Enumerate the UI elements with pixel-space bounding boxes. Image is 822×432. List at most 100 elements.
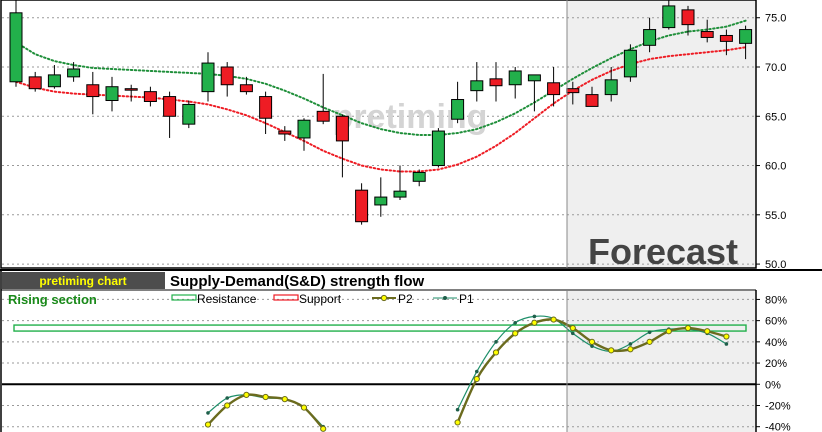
candle — [124, 84, 138, 102]
candle-body — [124, 88, 138, 91]
candle-body — [681, 9, 695, 26]
indicator-series — [13, 314, 747, 432]
legend-label-resistance: Resistance — [197, 292, 257, 306]
indicator-tick-label: 60% — [765, 316, 787, 328]
candle — [527, 74, 541, 112]
p2-point — [646, 338, 653, 345]
candle-body — [508, 70, 522, 86]
p2-point — [723, 333, 730, 340]
section-label: Rising section — [8, 292, 97, 307]
panel-badge: pretiming chart — [39, 274, 126, 288]
p1-point — [571, 331, 575, 336]
p1-point — [647, 330, 652, 335]
candle-body — [47, 74, 61, 88]
candle — [719, 29, 733, 56]
p2-point — [608, 347, 615, 354]
candle-body — [297, 119, 311, 139]
candle-body — [700, 31, 714, 38]
legend-item-support: Support — [273, 292, 342, 306]
candle — [67, 62, 81, 82]
candle — [585, 86, 599, 107]
candle-body — [470, 80, 484, 92]
legend-item-p2: P2 — [372, 292, 413, 306]
watermark-text: pretiming — [333, 98, 488, 136]
candle — [470, 62, 484, 102]
candle-body — [335, 115, 349, 142]
legend-label-p2: P2 — [398, 292, 413, 306]
p1-point — [494, 340, 498, 344]
candle-body — [9, 12, 23, 83]
candle — [681, 5, 695, 36]
candle — [47, 65, 61, 89]
p1-point — [206, 411, 210, 415]
price-axis: 50.0 55.0 60.0 65.0 70.0 75.0 — [756, 13, 786, 271]
candle — [700, 19, 714, 43]
candle-body — [143, 91, 157, 102]
p2-point — [627, 346, 634, 353]
candlestick-series — [9, 0, 753, 225]
candle-body — [86, 84, 100, 98]
candle-body — [278, 130, 292, 135]
candle — [489, 62, 503, 102]
candle-body — [662, 5, 676, 29]
legend: Resistance Support P2 P1 — [171, 292, 474, 306]
candle — [431, 128, 445, 168]
p2-point — [320, 425, 327, 432]
candle-body — [489, 78, 503, 87]
indicator-gridlines — [2, 298, 756, 428]
candle-body — [316, 110, 330, 122]
indicator-tick-label: 20% — [765, 358, 787, 370]
p1-point — [455, 407, 460, 412]
p1-point — [532, 314, 537, 319]
candle — [239, 76, 253, 95]
legend-label-support: Support — [299, 292, 342, 306]
candle — [547, 67, 561, 107]
candle — [259, 91, 273, 135]
candle-body — [739, 29, 753, 44]
candle-body — [547, 82, 561, 96]
legend-item-p1: P1 — [433, 292, 474, 306]
candle-body — [585, 94, 599, 107]
candle-body — [431, 130, 445, 167]
p2-point — [262, 393, 269, 401]
candle — [643, 17, 657, 53]
price-tick-label: 55.0 — [765, 210, 786, 222]
panel-title: Supply-Demand(S&D) strength flow — [170, 273, 424, 290]
candle-body — [451, 99, 465, 120]
indicator-axis: 80% 60% 40% 20% 0% -20% -40% — [756, 294, 791, 432]
p1-point — [590, 344, 594, 348]
candle-body — [182, 103, 196, 125]
candle — [220, 62, 234, 97]
p2-point — [204, 421, 212, 428]
candle — [143, 86, 157, 107]
p2-point — [704, 328, 711, 335]
p1-point — [475, 369, 479, 374]
price-tick-label: 65.0 — [765, 111, 786, 123]
p2-point — [454, 419, 461, 426]
candle — [604, 67, 618, 102]
candle-body — [374, 196, 388, 206]
price-tick-label: 60.0 — [765, 161, 786, 173]
candle-body — [393, 190, 407, 198]
price-tick-label: 50.0 — [765, 259, 786, 271]
candle — [355, 183, 369, 225]
candle — [623, 44, 637, 82]
legend-label-p1: P1 — [459, 292, 474, 306]
candle-body — [355, 189, 369, 223]
candle-body — [604, 79, 618, 96]
candle-body — [28, 76, 42, 90]
p2-point — [473, 375, 480, 383]
candle — [201, 52, 215, 102]
price-tick-label: 75.0 — [765, 13, 786, 25]
candle-body — [719, 34, 733, 42]
resistance-band — [13, 324, 747, 332]
forecast-region-price — [567, 0, 756, 268]
candle-body — [220, 66, 234, 86]
candle — [163, 91, 177, 138]
candle-body — [412, 171, 426, 182]
panel-badge-bg — [2, 272, 165, 289]
p2-point — [300, 404, 308, 411]
p2-point — [492, 349, 500, 356]
